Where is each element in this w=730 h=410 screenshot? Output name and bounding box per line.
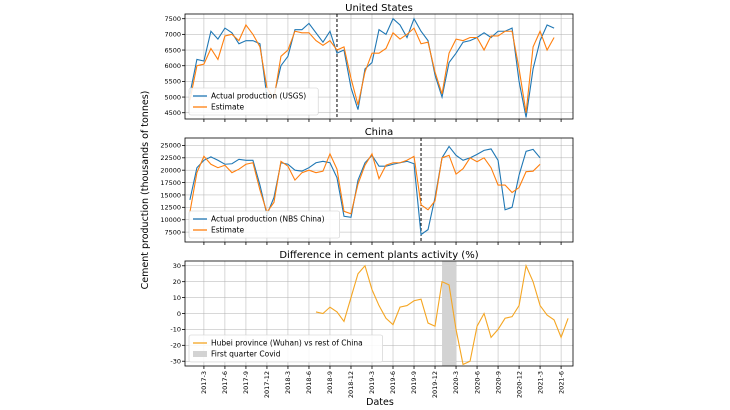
y-tick-label: 7000 xyxy=(164,31,181,39)
x-tick-label: 2020-3 xyxy=(452,371,460,394)
x-tick-label: 2020-9 xyxy=(494,371,502,394)
legend-swatch xyxy=(193,351,207,357)
legend-entry: Actual production (USGS) xyxy=(211,92,306,101)
y-tick-label: 20 xyxy=(173,278,181,286)
y-tick-label: 7500 xyxy=(164,228,181,236)
x-tick-label: 2018-3 xyxy=(284,371,292,394)
series-line-1 xyxy=(189,152,541,215)
x-tick-label: 2019-9 xyxy=(410,371,418,394)
y-tick-label: -30 xyxy=(170,358,181,366)
x-tick-label: 2017-3 xyxy=(200,371,208,394)
y-tick-label: 0 xyxy=(177,310,181,318)
x-tick-label: 2021-6 xyxy=(557,371,565,394)
x-tick-label: 2019-6 xyxy=(389,371,397,394)
series-line-1 xyxy=(189,23,555,113)
x-tick-label: 2021-3 xyxy=(536,371,544,394)
covid-shaded-region xyxy=(442,261,457,366)
y-tick-label: 15000 xyxy=(160,191,181,199)
panel-title: United States xyxy=(345,3,413,14)
legend-box xyxy=(188,210,340,239)
x-tick-label: 2018-12 xyxy=(347,371,355,398)
y-tick-label: 22500 xyxy=(160,154,181,162)
legend-entry: Hubei province (Wuhan) vs rest of China xyxy=(211,339,363,348)
legend-entry: First quarter Covid xyxy=(211,350,281,359)
y-tick-label: 6500 xyxy=(164,46,181,54)
x-tick-label: 2019-12 xyxy=(431,371,439,398)
y-tick-label: 12500 xyxy=(160,204,181,212)
y-tick-label: 10000 xyxy=(160,216,181,224)
y-tick-label: 30 xyxy=(173,262,181,270)
y-tick-label: 5000 xyxy=(164,93,181,101)
panel-0: 4500 5000 5500 6000 6500 7000 7500 United State… xyxy=(164,3,574,122)
legend-box xyxy=(188,334,383,363)
y-tick-label: 6000 xyxy=(164,62,181,70)
legend-entry: Estimate xyxy=(211,103,245,112)
y-tick-label: 7500 xyxy=(164,15,181,23)
legend-box xyxy=(188,87,319,116)
x-tick-label: 2018-6 xyxy=(305,371,313,394)
y-tick-label: 25000 xyxy=(160,142,181,150)
x-tick-label: 2019-3 xyxy=(368,371,376,394)
x-tick-label: 2020-12 xyxy=(515,371,523,398)
x-tick-label: 2017-9 xyxy=(242,371,250,394)
x-tick-label: 2020-6 xyxy=(473,371,481,394)
y-tick-label: 20000 xyxy=(160,166,181,174)
y-tick-label: 4500 xyxy=(164,109,181,117)
plot-frame xyxy=(184,13,574,120)
x-tick-label: 2017-12 xyxy=(263,371,271,398)
panel-2: -30 -20 -10 0 10 20 30 Difference in cement pla… xyxy=(170,250,574,369)
x-axis-label: Dates xyxy=(366,397,394,408)
series-line-0 xyxy=(315,263,569,366)
panel-1: 7500 10000 12500 15000 17500 20000 22500 25000 C… xyxy=(160,127,574,245)
y-tick-label: 5500 xyxy=(164,78,181,86)
legend-entry: Estimate xyxy=(211,226,245,235)
y-tick-label: 17500 xyxy=(160,179,181,187)
y-tick-label: -10 xyxy=(170,326,181,334)
panel-title: Difference in cement plants activity (%) xyxy=(279,250,478,261)
y-tick-label: -20 xyxy=(170,342,181,350)
y-tick-label: 10 xyxy=(173,294,181,302)
x-tick-label: 2017-6 xyxy=(221,371,229,394)
series-line-0 xyxy=(189,145,541,236)
plot-frame xyxy=(184,137,574,243)
plot-frame xyxy=(184,260,574,367)
panel-title: China xyxy=(365,127,394,138)
legend-entry: Actual production (NBS China) xyxy=(211,215,325,224)
x-tick-label: 2018-9 xyxy=(326,371,334,394)
y-axis-label: Cement production (thousands of tonnes) xyxy=(140,91,151,290)
